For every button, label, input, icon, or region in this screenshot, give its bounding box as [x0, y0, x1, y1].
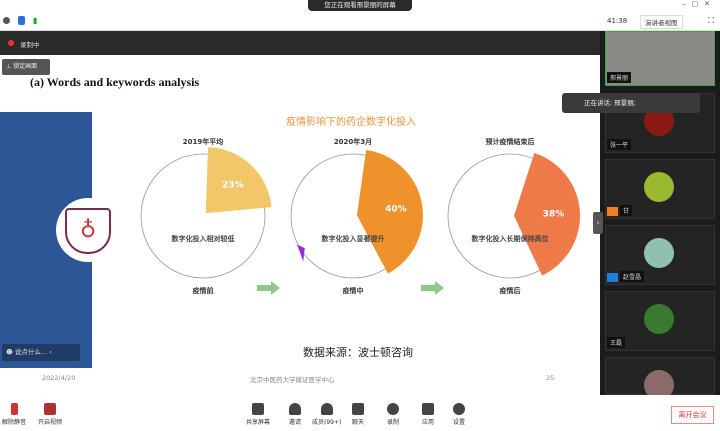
- video-tile[interactable]: 赵雪晶: [605, 225, 715, 285]
- invite-button[interactable]: 邀请: [289, 403, 301, 426]
- pie-note: 数字化投入显著提升: [322, 234, 385, 243]
- pie-outline: [140, 153, 266, 279]
- share-screen-button[interactable]: 共享屏幕: [246, 403, 270, 426]
- avatar: [644, 172, 674, 202]
- view-mode-dropdown[interactable]: 演讲者视图: [640, 15, 683, 29]
- invite-icon: [289, 403, 301, 415]
- stage-label: 疫情前: [193, 286, 214, 295]
- participant-name: 王磊: [607, 337, 626, 348]
- members-button[interactable]: 成员(99+): [312, 403, 341, 426]
- slice-label: 38%: [543, 209, 565, 219]
- camera-off-icon: [44, 403, 56, 415]
- stage-label: 疫情后: [500, 286, 521, 295]
- avatar: [644, 238, 674, 268]
- footer-org: 北京中医药大学循证医学中心: [250, 376, 335, 384]
- video-tile[interactable]: 邢景丽: [605, 31, 715, 86]
- cohost-icon: [607, 273, 618, 282]
- avatar: [644, 304, 674, 334]
- shield-icon[interactable]: [18, 16, 25, 25]
- pie-note: 数字化投入长期保持高位: [472, 234, 549, 243]
- pie-title: 2020年3月: [334, 137, 372, 146]
- participant-name: 赵雪晶: [620, 271, 645, 282]
- chat-placeholder: 说点什么...: [14, 348, 48, 356]
- window-controls[interactable]: –▢✕: [682, 0, 716, 8]
- record-button[interactable]: 录制: [387, 403, 399, 426]
- slice-label: 40%: [385, 204, 407, 214]
- host-icon: [607, 207, 618, 216]
- video-button[interactable]: 开启视频: [38, 403, 62, 426]
- arrow-icon: [421, 281, 444, 295]
- pie-slice: [356, 149, 423, 274]
- recording-bar: 录制中: [0, 31, 600, 55]
- speaking-indicator: 正在讲话: 邢景丽;: [562, 93, 700, 113]
- participant-name: 张一平: [607, 139, 632, 150]
- record-icon: [387, 403, 399, 415]
- data-source: 数据来源：波士顿咨询: [303, 346, 413, 359]
- members-icon: [320, 403, 333, 415]
- video-tile[interactable]: 王磊: [605, 291, 715, 351]
- pin-icon: ⊥: [6, 63, 14, 70]
- footer-date: 2022/4/20: [42, 374, 76, 382]
- record-dot-icon: [8, 40, 14, 46]
- title-bar: 您正在观看邢景丽的屏幕 –▢✕: [0, 0, 720, 12]
- signal-icon[interactable]: ▮: [33, 16, 38, 25]
- share-notice[interactable]: 您正在观看邢景丽的屏幕: [308, 0, 412, 11]
- share-screen-icon: [252, 403, 264, 415]
- university-logo: ♁: [56, 198, 120, 262]
- chat-icon: [352, 403, 364, 415]
- mute-button[interactable]: 解除静音: [2, 403, 26, 426]
- arrow-icon: [257, 281, 280, 295]
- pin-view-button[interactable]: ⊥ 锁定画面: [2, 59, 50, 75]
- apps-icon: [422, 403, 434, 415]
- info-icon[interactable]: [3, 17, 10, 24]
- shared-slide: ⊥ 锁定画面 (a) Words and keywords analysis 疫…: [0, 55, 600, 395]
- participant-name: 甘: [620, 205, 633, 216]
- pie-title: 2019年平均: [183, 137, 223, 146]
- video-tile[interactable]: 甘: [605, 159, 715, 219]
- apps-button[interactable]: 应用: [422, 403, 434, 426]
- stage-label: 疫情中: [343, 286, 364, 295]
- participant-panel: 邢景丽 张一平 甘 赵雪晶 王磊: [600, 31, 720, 400]
- pie-note: 数字化投入相对较低: [172, 234, 235, 243]
- video-tile[interactable]: [605, 357, 715, 400]
- gear-icon: [453, 403, 465, 415]
- pie-slice: [205, 147, 272, 214]
- recording-label: 录制中: [20, 41, 40, 49]
- slide-heading: (a) Words and keywords analysis: [30, 75, 200, 89]
- mic-muted-icon: [10, 403, 18, 415]
- settings-button[interactable]: 设置: [453, 403, 465, 426]
- pie-slice: [513, 152, 580, 276]
- fullscreen-icon[interactable]: ⛶: [708, 16, 714, 25]
- leave-meeting-button[interactable]: 离开会议: [671, 406, 714, 424]
- participant-name: 邢景丽: [607, 72, 632, 83]
- chat-button[interactable]: 聊天: [352, 403, 364, 426]
- pie-title: 预计疫情结束后: [486, 137, 535, 146]
- meeting-toolbar: 解除静音 开启视频 共享屏幕 邀请 成员(99+) 聊天 录制 应用 设置 离开…: [0, 395, 720, 431]
- page-number: 25: [546, 374, 555, 382]
- pin-label: 锁定画面: [13, 63, 38, 70]
- meeting-timer: 41:38: [607, 17, 628, 25]
- emoji-icon[interactable]: ☻: [6, 348, 15, 356]
- meeting-info-bar: ▮ 41:38 演讲者视图 ⛶: [0, 12, 720, 31]
- collapse-panel-button[interactable]: ›: [593, 212, 603, 234]
- chat-input[interactable]: ☻ 说点什么... ‹: [2, 344, 80, 361]
- slice-label: 23%: [222, 180, 244, 190]
- chart-title: 疫情影响下的药企数字化投入: [286, 117, 416, 128]
